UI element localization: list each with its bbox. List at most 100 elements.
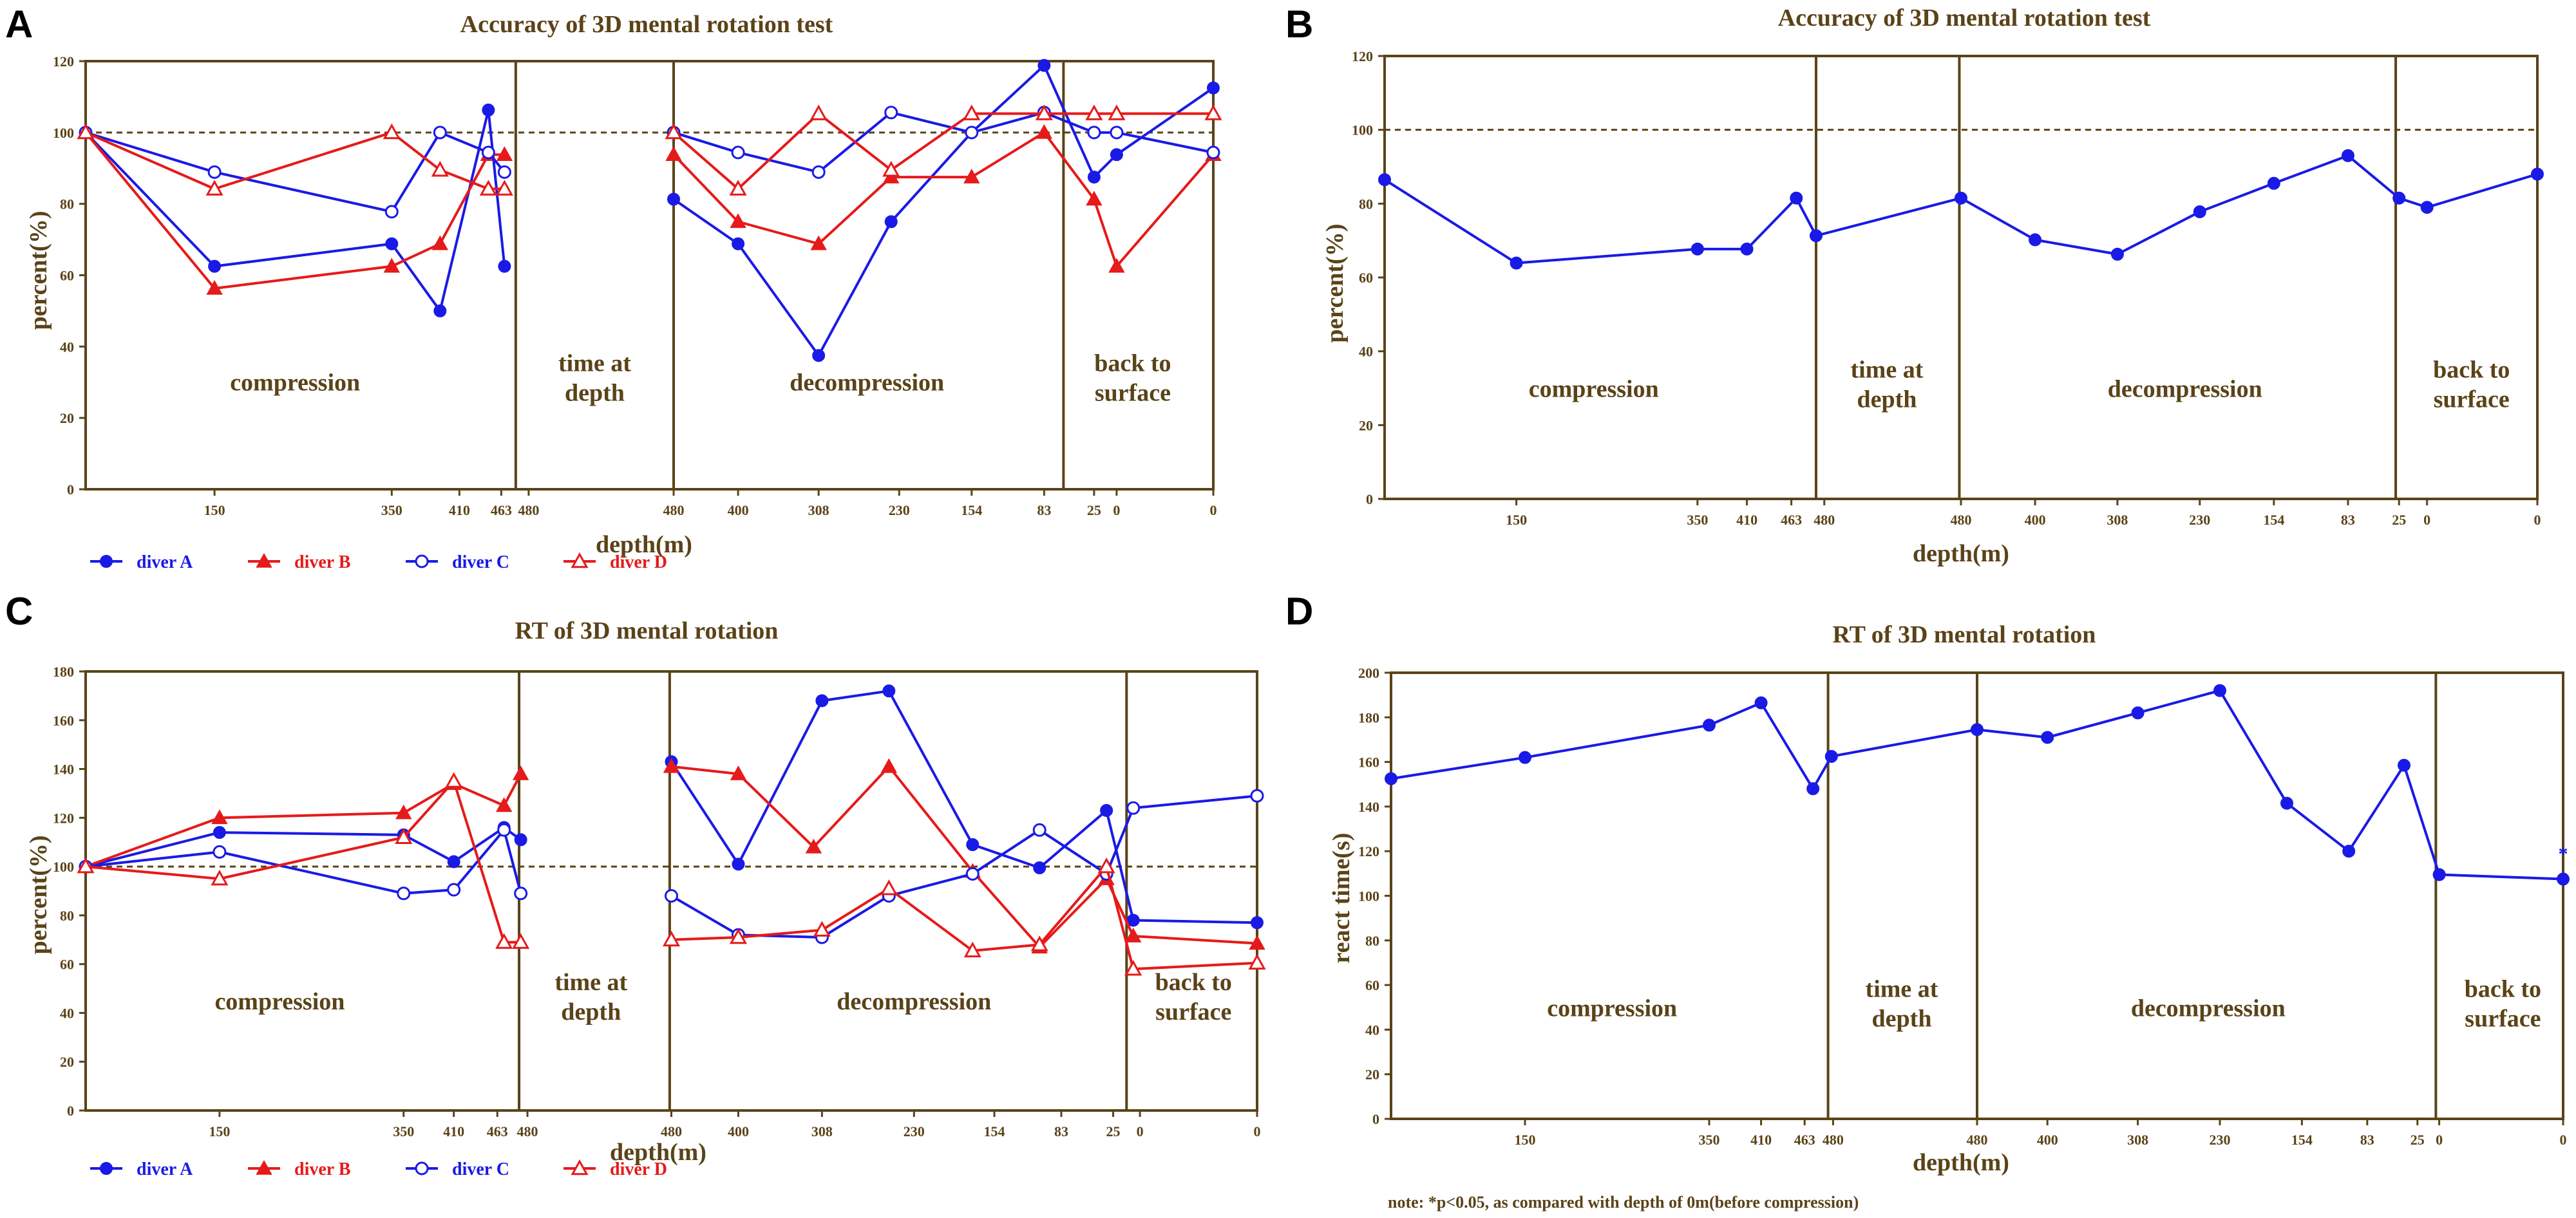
data-point — [495, 933, 513, 949]
phase-label-a: decompression — [790, 369, 944, 396]
x-tick-label-a: 350 — [381, 502, 402, 518]
data-point — [2041, 731, 2054, 744]
filled-circle-icon — [100, 1162, 113, 1175]
x-tick-label-d: 154 — [2291, 1132, 2313, 1148]
x-tick-label-d: 410 — [1750, 1132, 1772, 1148]
data-point — [1087, 171, 1101, 184]
data-point — [1790, 191, 1803, 205]
y-tick-label-a: 60 — [60, 268, 74, 284]
y-tick-label-c: 80 — [60, 908, 74, 924]
data-point — [665, 123, 683, 140]
data-point — [1035, 104, 1053, 120]
data-point — [667, 192, 681, 206]
data-point — [1085, 104, 1103, 120]
data-point — [2420, 201, 2434, 214]
legend-label: diver B — [294, 1159, 350, 1179]
panel-c: C RT of 3D mental rotation depth(m) perc… — [5, 590, 1266, 1179]
x-tick-label-b: 480 — [1814, 512, 1835, 528]
data-point — [1690, 242, 1704, 256]
x-tick-label-b: 480 — [1951, 512, 1972, 528]
panel-d: D RT of 3D mental rotation depth(m) reac… — [1285, 590, 2570, 1212]
data-point — [514, 886, 528, 901]
series-diver-D-a — [77, 104, 1222, 196]
data-point — [208, 259, 222, 273]
x-tick-label-c: 400 — [728, 1123, 749, 1139]
y-tick-label-b: 20 — [1359, 417, 1373, 433]
data-point — [1510, 256, 1523, 270]
y-axis-label-d: react time(s) — [1328, 833, 1355, 964]
data-point — [963, 104, 981, 120]
series-diver-A-c — [79, 684, 1264, 930]
y-axis-label-b: percent(%) — [1321, 223, 1349, 342]
x-tick-label-c: 150 — [209, 1123, 230, 1139]
series-diver-C-a — [79, 106, 1220, 219]
x-tick-label-a: 308 — [808, 502, 829, 518]
data-point — [815, 694, 829, 707]
legend-label: diver C — [452, 1159, 509, 1179]
legend-item: diver C — [406, 1159, 509, 1179]
legend-item: diver C — [406, 552, 509, 572]
data-point — [813, 921, 831, 937]
y-tick-label-c: 20 — [60, 1054, 74, 1070]
y-tick-label-b: 60 — [1359, 270, 1373, 286]
phase-label-b: compression — [1529, 376, 1659, 403]
footnote: note: *p<0.05, as compared with depth of… — [1388, 1193, 1859, 1212]
plot-frame-b — [1383, 55, 2539, 500]
y-axis-label-a: percent(%) — [25, 211, 52, 330]
x-tick-label-c: 463 — [487, 1123, 508, 1139]
data-point — [2531, 167, 2544, 181]
x-axis-label-c: depth(m) — [610, 1139, 706, 1166]
data-point — [384, 205, 399, 219]
y-tick-label-d: 40 — [1365, 1022, 1379, 1038]
y-tick-label-d: 140 — [1358, 799, 1379, 815]
series-diver-D-c — [77, 772, 1266, 976]
data-point — [1030, 935, 1048, 951]
data-point — [812, 349, 826, 362]
data-point — [211, 869, 229, 886]
x-tick-label-b: 400 — [2025, 512, 2046, 528]
significance-marker: * — [2559, 843, 2568, 865]
phase-label-c: back to surface — [1155, 969, 1232, 1026]
x-tick-label-b: 83 — [2341, 512, 2355, 528]
x-tick-label-d: 308 — [2127, 1132, 2148, 1148]
x-axis-label-a: depth(m) — [596, 531, 692, 558]
x-tick-label-b: 463 — [1781, 512, 1802, 528]
data-point — [1809, 229, 1823, 243]
filled-circle-icon — [100, 555, 113, 568]
data-point — [512, 765, 529, 780]
data-point — [211, 809, 228, 825]
data-point — [731, 145, 745, 160]
series-mean-b — [1378, 149, 2544, 270]
data-point — [810, 235, 827, 250]
open-triangle-icon — [571, 552, 589, 568]
y-tick-label-b: 0 — [1366, 491, 1373, 507]
data-point — [880, 879, 898, 895]
legend-item: diver D — [564, 552, 667, 572]
data-point — [1110, 148, 1123, 162]
data-point — [1207, 81, 1220, 95]
data-point — [496, 146, 513, 161]
open-circle-icon — [415, 1161, 429, 1176]
x-tick-label-a: 230 — [889, 502, 910, 518]
legend-item: diver B — [248, 552, 350, 572]
open-circle-icon — [415, 554, 429, 568]
data-point — [1032, 823, 1046, 837]
data-point — [383, 258, 400, 273]
data-point — [447, 855, 460, 868]
data-point — [1033, 861, 1046, 875]
x-tick-label-d: 0 — [2560, 1132, 2567, 1148]
filled-triangle-icon — [256, 552, 272, 568]
x-tick-label-d: 150 — [1515, 1132, 1536, 1148]
data-point — [431, 235, 449, 250]
x-tick-label-c: 0 — [1254, 1123, 1261, 1139]
y-tick-label-b: 80 — [1359, 196, 1373, 212]
data-point — [884, 106, 898, 120]
chart-title-b: Accuracy of 3D mental rotation test — [1778, 5, 2151, 32]
data-point — [1206, 145, 1220, 160]
legend-c: diver A diver B diver C diver D — [90, 1159, 667, 1179]
data-point — [1519, 751, 1531, 764]
data-point — [514, 833, 527, 847]
data-point — [482, 103, 495, 117]
x-tick-label-d: 25 — [2410, 1132, 2425, 1148]
